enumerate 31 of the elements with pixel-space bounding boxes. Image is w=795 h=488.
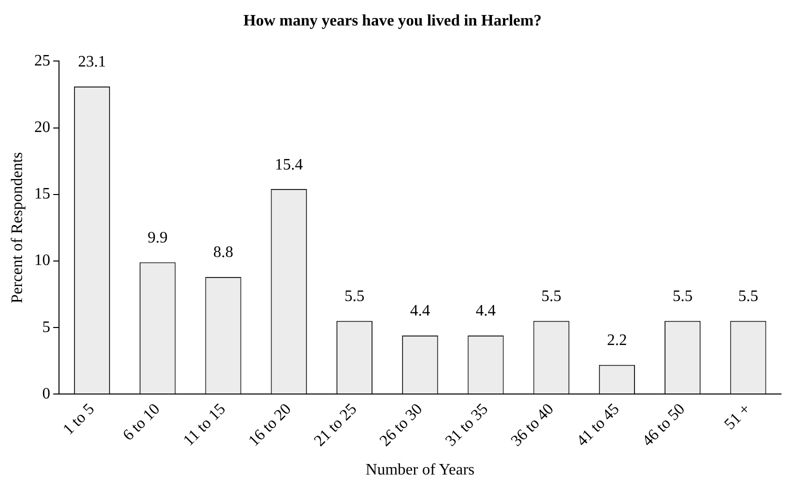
data-label: 5.5 <box>672 288 693 306</box>
x-tick-label: 26 to 30 <box>376 400 426 450</box>
data-label: 8.8 <box>213 244 234 262</box>
x-tick-label: 31 to 35 <box>442 400 492 450</box>
y-tick-label: 5 <box>42 318 50 336</box>
data-label: 2.2 <box>606 332 627 350</box>
data-label: 4.4 <box>476 302 496 320</box>
chart-title: How many years have you lived in Harlem? <box>243 12 542 30</box>
x-tick-label: 51 + <box>721 400 754 434</box>
data-label: 4.4 <box>410 302 430 320</box>
x-axis-title: Number of Years <box>366 462 475 479</box>
data-label: 5.5 <box>344 288 364 306</box>
data-label: 15.4 <box>274 156 303 174</box>
data-label: 9.9 <box>148 230 168 246</box>
data-label: 5.5 <box>738 288 758 306</box>
y-axis-title: Percent of Respondents <box>8 152 26 304</box>
x-tick-label: 11 to 15 <box>180 400 230 450</box>
x-tick-label: 16 to 20 <box>246 400 295 450</box>
y-tick-label: 0 <box>42 385 50 402</box>
data-label: 5.5 <box>541 288 562 306</box>
x-tick-label: 21 to 25 <box>311 400 360 450</box>
y-tick-label: 10 <box>34 252 50 270</box>
y-tick-label: 20 <box>34 118 50 136</box>
data-label: 23.1 <box>78 54 106 71</box>
x-tick-label: 46 to 50 <box>639 400 688 450</box>
x-tick-label: 36 to 40 <box>508 400 558 450</box>
x-tick-label: 41 to 45 <box>574 400 623 450</box>
y-tick-label: 25 <box>34 52 50 70</box>
x-tick-label: 1 to 5 <box>60 400 98 439</box>
y-tick-label: 15 <box>34 186 50 203</box>
x-tick-label: 6 to 10 <box>120 400 164 444</box>
